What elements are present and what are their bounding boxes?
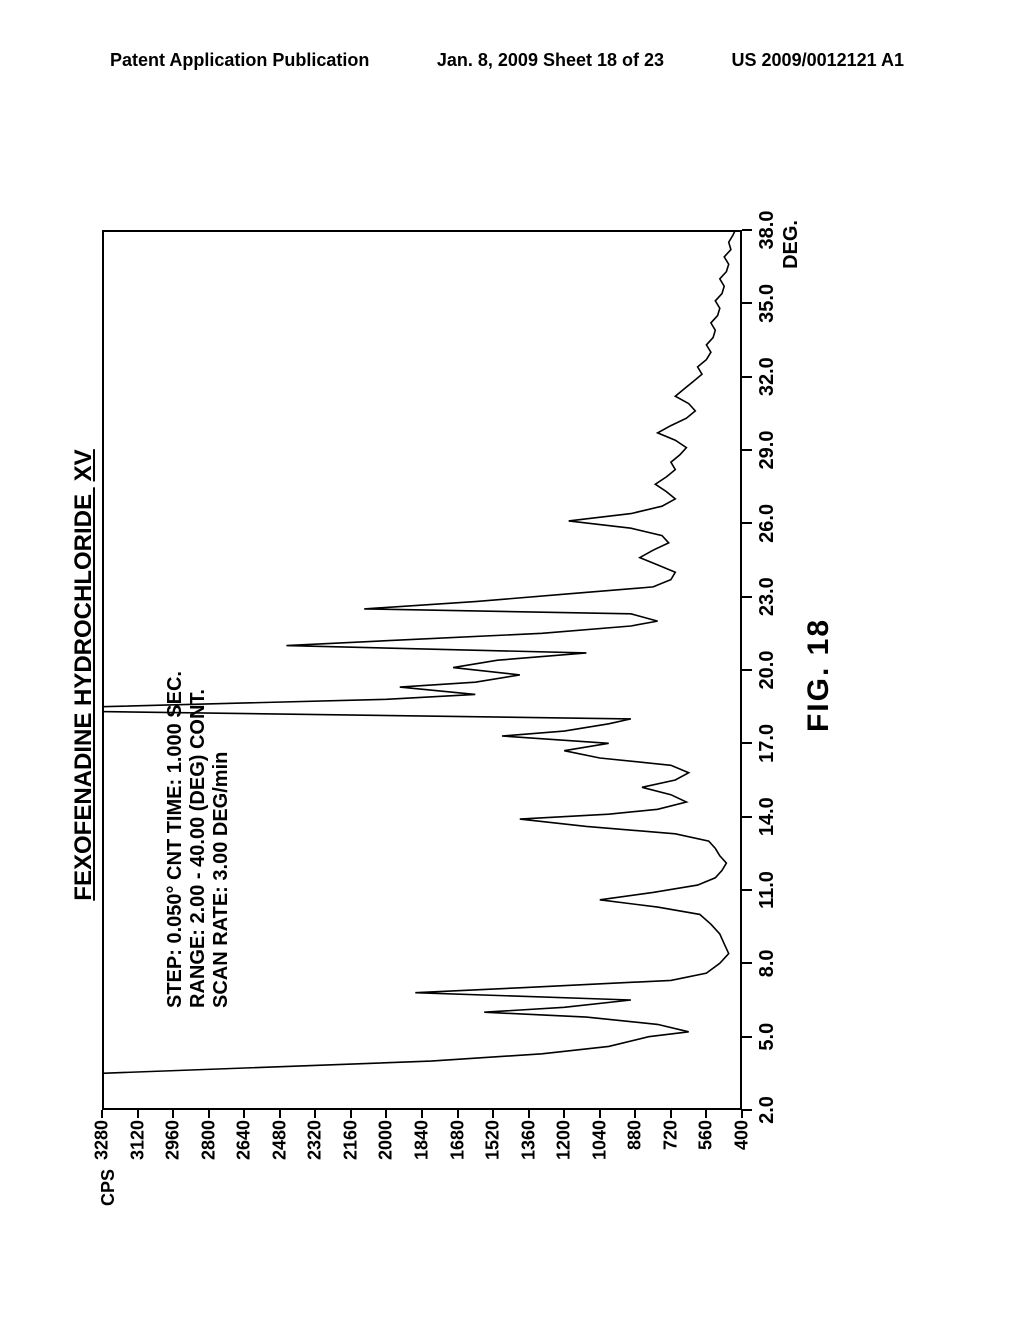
x-tick-label: 32.0 [756,357,779,396]
header-right: US 2009/0012121 A1 [732,50,904,71]
x-tick [742,596,752,598]
x-tick [742,449,752,451]
y-tick-label: 2480 [269,1120,290,1160]
y-tick [385,1110,387,1118]
x-tick-label: 29.0 [756,431,779,470]
y-tick-label: 3120 [127,1120,148,1160]
x-tick [742,302,752,304]
header-left: Patent Application Publication [110,50,369,71]
y-tick [705,1110,707,1118]
x-axis-unit: DEG. [780,220,803,269]
x-tick [742,376,752,378]
y-tick [492,1110,494,1118]
y-tick [741,1110,743,1118]
x-tick [742,229,752,231]
figure-caption: FIG. 18 [802,618,836,732]
x-tick-label: 35.0 [756,284,779,323]
y-tick [457,1110,459,1118]
y-tick-label: 1200 [554,1120,575,1160]
header-center: Jan. 8, 2009 Sheet 18 of 23 [437,50,664,71]
x-axis: DEG. 2.05.08.011.014.017.020.023.026.029… [742,230,802,1110]
x-tick [742,669,752,671]
x-tick-label: 38.0 [756,211,779,250]
y-tick-label: 1840 [412,1120,433,1160]
xrd-trace [102,230,735,1110]
y-tick [563,1110,565,1118]
x-tick-label: 5.0 [756,1023,779,1051]
chart-title-roman: XV [70,449,97,481]
y-tick [670,1110,672,1118]
y-tick-label: 2320 [305,1120,326,1160]
y-tick-label: 2000 [376,1120,397,1160]
y-tick [528,1110,530,1118]
y-tick [314,1110,316,1118]
x-tick-label: 26.0 [756,504,779,543]
x-tick [742,522,752,524]
y-tick-label: 880 [625,1120,646,1150]
chart-title-main: FEXOFENADINE HYDROCHLORIDE [70,494,97,901]
x-tick-label: 11.0 [756,871,779,909]
y-tick-label: 1040 [589,1120,610,1160]
y-tick-label: 1520 [483,1120,504,1160]
page-header: Patent Application Publication Jan. 8, 2… [0,50,1024,71]
y-tick-label: 1360 [518,1120,539,1160]
y-tick-label: 2640 [234,1120,255,1160]
x-tick [742,1109,752,1111]
y-tick [243,1110,245,1118]
x-tick [742,742,752,744]
x-tick-label: 20.0 [756,651,779,690]
y-axis-label: CPS [98,1169,119,1206]
figure-container: FEXOFENADINE HYDROCHLORIDE XV STEP: 0.05… [62,150,962,1200]
y-tick-label: 2800 [198,1120,219,1160]
y-tick [172,1110,174,1118]
y-tick [634,1110,636,1118]
y-tick-label: 2160 [340,1120,361,1160]
xrd-plot [102,230,742,1110]
y-tick [101,1110,103,1118]
y-tick-label: 720 [660,1120,681,1150]
x-tick [742,962,752,964]
y-tick-label: 1680 [447,1120,468,1160]
rotated-figure: FEXOFENADINE HYDROCHLORIDE XV STEP: 0.05… [62,150,962,1200]
y-tick [137,1110,139,1118]
y-tick-label: 400 [732,1120,753,1150]
x-tick-label: 2.0 [756,1096,779,1124]
y-axis: CPS 328031202960280026402480232021602000… [102,1110,742,1200]
x-tick [742,816,752,818]
x-tick-label: 14.0 [756,797,779,836]
y-tick [350,1110,352,1118]
y-tick [279,1110,281,1118]
chart-title: FEXOFENADINE HYDROCHLORIDE XV [70,449,98,900]
x-tick-label: 23.0 [756,577,779,616]
y-tick [421,1110,423,1118]
y-tick-label: 560 [696,1120,717,1150]
x-tick [742,889,752,891]
y-tick [208,1110,210,1118]
y-tick [599,1110,601,1118]
x-tick-label: 17.0 [756,724,779,763]
x-tick [742,1036,752,1038]
x-tick-label: 8.0 [756,949,779,977]
y-tick-label: 2960 [163,1120,184,1160]
y-tick-label: 3280 [92,1120,113,1160]
